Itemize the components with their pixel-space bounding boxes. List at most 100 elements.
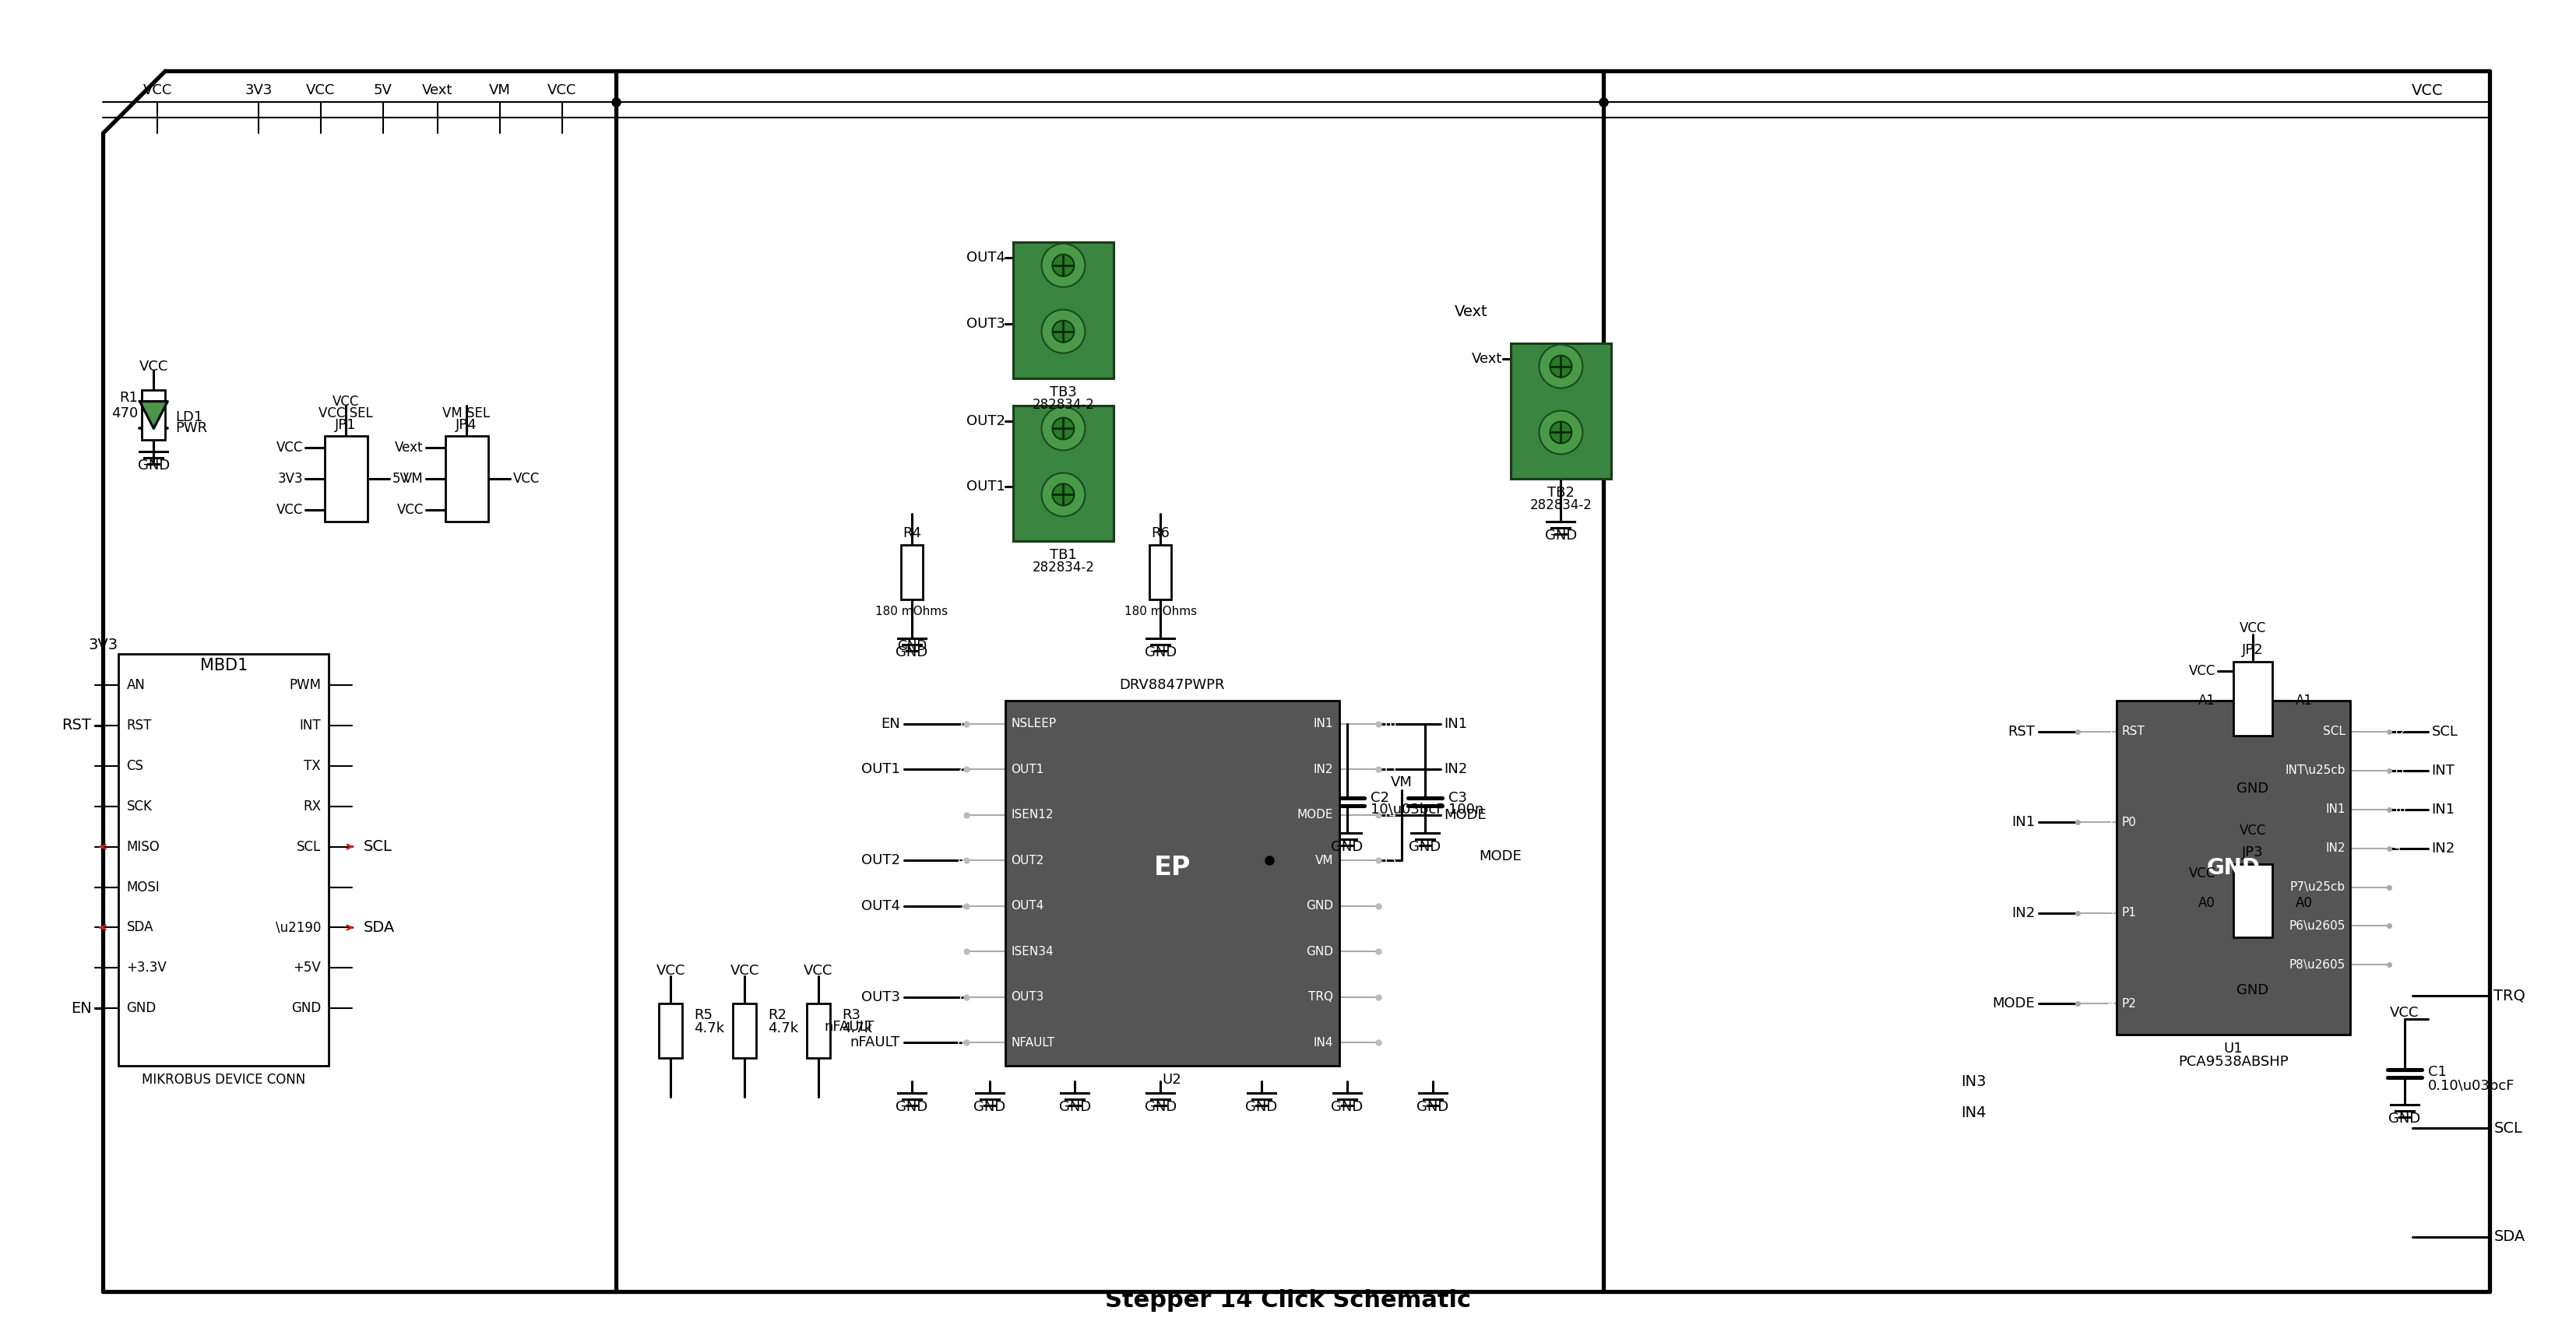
Text: VCC: VCC: [2239, 823, 2267, 838]
Text: RST: RST: [2123, 726, 2146, 738]
Circle shape: [1041, 309, 1084, 353]
Circle shape: [1041, 473, 1084, 517]
Text: IN2: IN2: [2326, 842, 2344, 854]
Text: nFAULT: nFAULT: [824, 1020, 873, 1034]
Text: SDA: SDA: [126, 920, 155, 935]
Text: VCC: VCC: [332, 394, 358, 409]
Text: VCC: VCC: [307, 84, 335, 97]
Text: TB2: TB2: [1548, 486, 1574, 500]
Text: TB1: TB1: [1051, 549, 1077, 562]
Text: AN: AN: [126, 678, 144, 693]
Bar: [2117, 701, 2349, 1035]
Text: 4.7k: 4.7k: [842, 1022, 873, 1035]
Text: Vext: Vext: [394, 441, 422, 456]
Text: VCC: VCC: [2411, 83, 2445, 97]
Text: PWR: PWR: [175, 421, 209, 436]
Text: 13: 13: [1383, 855, 1396, 866]
Text: 180 mOhms: 180 mOhms: [876, 605, 948, 617]
Text: OUT4: OUT4: [860, 899, 899, 912]
Text: Stepper 14 Click Schematic: Stepper 14 Click Schematic: [1105, 1289, 1471, 1312]
Bar: [2233, 662, 2272, 735]
Bar: [2233, 864, 2272, 938]
Text: A0: A0: [2295, 895, 2313, 910]
Text: MIKROBUS DEVICE CONN: MIKROBUS DEVICE CONN: [142, 1072, 307, 1087]
Text: 9: 9: [2393, 843, 2401, 854]
Text: 10: 10: [1383, 991, 1396, 1003]
Text: ISEN34: ISEN34: [1012, 946, 1054, 958]
Text: PWM: PWM: [289, 678, 322, 693]
Text: VM: VM: [489, 84, 510, 97]
Text: 4: 4: [958, 855, 963, 866]
Text: GND: GND: [1546, 529, 1577, 543]
Text: DRV8847PWPR: DRV8847PWPR: [1121, 678, 1226, 693]
Text: IN1: IN1: [1445, 717, 1468, 731]
Text: MODE: MODE: [1296, 809, 1334, 821]
Text: GND: GND: [2236, 983, 2269, 998]
Text: 282834-2: 282834-2: [1033, 561, 1095, 574]
Text: 180 mOhms: 180 mOhms: [1123, 605, 1198, 617]
Circle shape: [1054, 484, 1074, 506]
Text: 4: 4: [2107, 998, 2115, 1010]
Text: JP1: JP1: [335, 418, 355, 432]
Text: GND: GND: [2236, 782, 2269, 795]
Text: 3V3: 3V3: [245, 84, 273, 97]
Text: 10: 10: [2393, 805, 2406, 815]
Text: IN4: IN4: [1314, 1036, 1334, 1048]
Text: INT\u25cb: INT\u25cb: [2285, 765, 2344, 777]
Text: JP4: JP4: [456, 418, 477, 432]
Text: P2: P2: [2123, 998, 2136, 1010]
Text: MODE: MODE: [1479, 848, 1522, 863]
Bar: [1510, 344, 1613, 480]
Text: nFAULT: nFAULT: [850, 1035, 899, 1050]
Text: GND: GND: [126, 1002, 157, 1015]
Circle shape: [1551, 421, 1571, 444]
Text: GND: GND: [1144, 1100, 1177, 1114]
Bar: [1012, 405, 1113, 541]
Text: TB3: TB3: [1051, 385, 1077, 400]
Text: GND: GND: [1247, 1100, 1278, 1114]
Text: VM: VM: [1391, 775, 1412, 790]
Text: GND: GND: [137, 458, 170, 473]
Text: 5: 5: [958, 900, 963, 912]
Bar: [659, 1004, 683, 1058]
Text: R4: R4: [902, 526, 922, 541]
Text: VCC: VCC: [546, 84, 577, 97]
Text: GND: GND: [896, 1100, 927, 1114]
Text: IN3: IN3: [1960, 1074, 1986, 1088]
Text: RX: RX: [304, 799, 322, 814]
Text: EN: EN: [881, 717, 899, 731]
Text: 470: 470: [111, 406, 139, 420]
Text: 3: 3: [958, 809, 963, 821]
Text: SCL: SCL: [2432, 725, 2458, 739]
Text: C1: C1: [2427, 1066, 2447, 1079]
Text: VCC: VCC: [144, 84, 173, 97]
Text: 8: 8: [2393, 882, 2401, 892]
Text: \u2190: \u2190: [276, 920, 322, 935]
Text: C2: C2: [1370, 791, 1388, 805]
Text: SCK: SCK: [126, 799, 152, 814]
Text: VCC: VCC: [2190, 665, 2215, 678]
Text: MODE: MODE: [1445, 809, 1486, 822]
Text: OUT2: OUT2: [966, 414, 1005, 428]
Text: RST: RST: [2007, 725, 2035, 739]
Text: A1: A1: [2295, 694, 2313, 707]
Text: MISO: MISO: [126, 839, 160, 854]
Text: NSLEEP: NSLEEP: [1012, 718, 1056, 730]
Text: IN2: IN2: [2012, 906, 2035, 920]
Text: VCC: VCC: [2391, 1006, 2419, 1020]
Text: 10\u03bcF: 10\u03bcF: [1370, 802, 1445, 817]
Polygon shape: [139, 401, 167, 429]
Bar: [1012, 242, 1113, 378]
Text: 5V: 5V: [374, 84, 392, 97]
Text: C3: C3: [1448, 791, 1466, 805]
Text: +3.3V: +3.3V: [126, 960, 167, 975]
Text: NFAULT: NFAULT: [1012, 1036, 1056, 1048]
Circle shape: [1054, 254, 1074, 276]
Text: IN2: IN2: [2432, 842, 2455, 855]
Text: Vext: Vext: [1471, 352, 1502, 365]
Text: 3V3: 3V3: [278, 472, 304, 486]
Text: OUT2: OUT2: [860, 854, 899, 867]
Text: P8\u2605: P8\u2605: [2290, 959, 2344, 971]
Text: VCC: VCC: [657, 964, 685, 978]
Text: VM: VM: [1314, 855, 1334, 866]
